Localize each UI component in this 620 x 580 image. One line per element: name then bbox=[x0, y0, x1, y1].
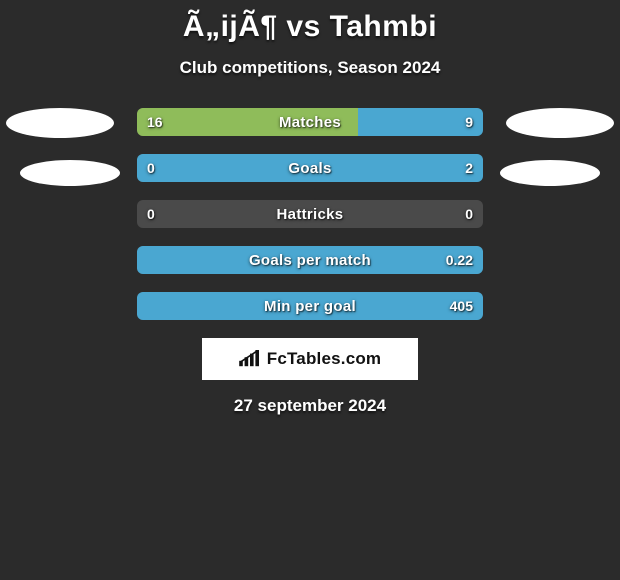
page-title: Ã„ijÃ¶ vs Tahmbi bbox=[0, 0, 620, 44]
stats-container: 169Matches 02Goals 00Hattricks 0.22Goals pe… bbox=[0, 108, 620, 416]
player-left-badge-bottom bbox=[20, 160, 120, 186]
player-right-badge-top bbox=[506, 108, 614, 138]
stat-label: Hattricks bbox=[137, 200, 483, 228]
bar-chart-icon bbox=[239, 350, 261, 368]
stat-row: 405Min per goal bbox=[137, 292, 483, 320]
brand-text: FcTables.com bbox=[267, 349, 382, 369]
date-line: 27 september 2024 bbox=[0, 396, 620, 416]
stat-label: Min per goal bbox=[137, 292, 483, 320]
brand-box[interactable]: FcTables.com bbox=[202, 338, 418, 380]
player-right-badge-bottom bbox=[500, 160, 600, 186]
stat-label: Matches bbox=[137, 108, 483, 136]
stat-row: 02Goals bbox=[137, 154, 483, 182]
stat-row: 0.22Goals per match bbox=[137, 246, 483, 274]
stat-label: Goals per match bbox=[137, 246, 483, 274]
player-left-badge-top bbox=[6, 108, 114, 138]
stat-row: 00Hattricks bbox=[137, 200, 483, 228]
stat-row: 169Matches bbox=[137, 108, 483, 136]
page-subtitle: Club competitions, Season 2024 bbox=[0, 58, 620, 78]
stat-label: Goals bbox=[137, 154, 483, 182]
